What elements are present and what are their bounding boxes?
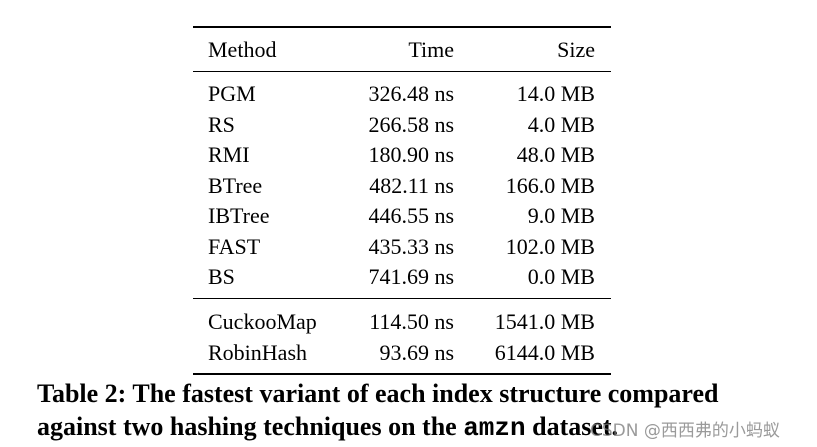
table-cell: 180.90 ns <box>368 142 454 167</box>
table-cell: 48.0 MB <box>516 142 595 167</box>
header-cell: Method <box>208 37 277 62</box>
table-cell: 266.58 ns <box>368 111 454 137</box>
table-cell: PGM <box>208 81 256 106</box>
table-cell: 435.33 ns <box>368 233 454 259</box>
table-cell: 4.0 MB <box>527 111 595 137</box>
table-cell: 326.48 ns <box>368 81 454 106</box>
table-cell: 446.55 ns <box>368 203 454 228</box>
table-cell: CuckooMap <box>208 309 317 334</box>
table-cell: 6144.0 MB <box>494 339 595 365</box>
table-cell: 9.0 MB <box>527 203 595 228</box>
caption-code: amzn <box>463 413 526 443</box>
header-cell: Size <box>557 37 595 62</box>
table-cell: 14.0 MB <box>516 81 595 106</box>
table-cell: BS <box>208 264 235 289</box>
header-cell: Time <box>408 37 454 62</box>
watermark: CSDN @西西弗的小蚂蚁 <box>590 421 780 441</box>
table-cell: 1541.0 MB <box>494 309 595 334</box>
table-cell: 102.0 MB <box>505 233 595 259</box>
table-cell: 166.0 MB <box>505 172 595 198</box>
caption-line: against two hashing techniques on the am… <box>37 412 618 443</box>
table-cell: IBTree <box>208 203 270 228</box>
table-cell: 741.69 ns <box>368 264 454 289</box>
table-cell: BTree <box>208 172 263 198</box>
table-cell: RobinHash <box>208 339 307 365</box>
table-cell: 482.11 ns <box>369 172 454 198</box>
top-rule <box>193 26 611 28</box>
table-cell: RS <box>208 111 235 137</box>
caption-text: against two hashing techniques on the <box>37 412 457 441</box>
table-cell: 93.69 ns <box>379 339 454 365</box>
table-cell: FAST <box>208 233 261 259</box>
caption-line: Table 2: The fastest variant of each ind… <box>37 379 719 408</box>
table-cell: 114.50 ns <box>369 309 454 334</box>
table-cell: RMI <box>208 142 250 167</box>
caption-text: dataset. <box>532 412 619 441</box>
group-rule <box>193 298 611 299</box>
table-cell: 0.0 MB <box>527 264 595 289</box>
bottom-rule <box>193 373 611 375</box>
header-rule <box>193 71 611 72</box>
